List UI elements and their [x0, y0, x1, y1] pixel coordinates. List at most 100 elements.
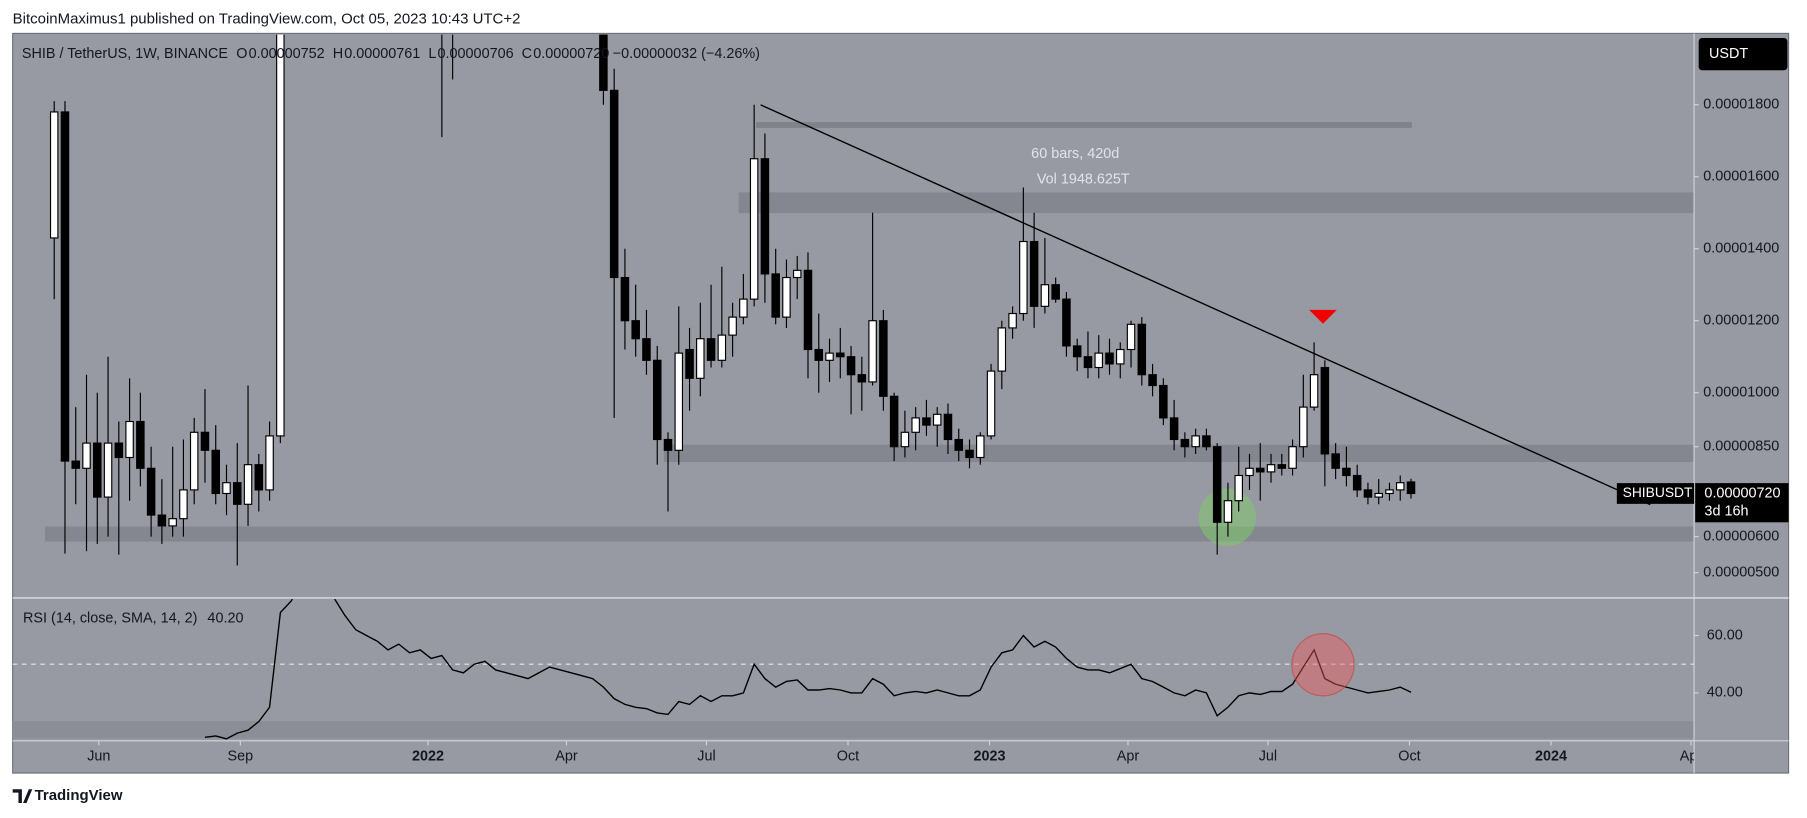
x-tick-label: 2024: [1535, 749, 1567, 765]
candle-body: [1309, 374, 1319, 408]
candle-body: [1051, 284, 1060, 300]
candle-body: [146, 467, 156, 516]
symbol-tag-label: SHIBUSDT: [1623, 484, 1693, 500]
rsi-tick-label: 40.00: [1707, 685, 1743, 701]
candle-body: [103, 442, 113, 498]
publisher-line: BitcoinMaximus1 published on TradingView…: [13, 11, 521, 28]
candle-body: [997, 327, 1007, 372]
candle-body: [739, 298, 748, 318]
candle-body: [868, 320, 877, 383]
candle-body: [1202, 435, 1211, 448]
candle-body: [71, 460, 81, 469]
measure-bars: 60 bars, 420d: [1031, 146, 1119, 162]
candle-body: [986, 370, 996, 437]
y-tick-label: 0.00000600: [1703, 528, 1779, 544]
candle-body: [1212, 446, 1222, 523]
x-tick-label: Sep: [228, 749, 254, 765]
candles: [49, 0, 1416, 566]
candle-body: [136, 420, 145, 469]
price-tag-label: 0.00000720: [1704, 485, 1780, 501]
candle-body: [243, 464, 253, 505]
candle-body: [1299, 406, 1308, 448]
logo-icon: [12, 789, 33, 804]
ohlc-key: H: [333, 46, 343, 62]
candle-body: [663, 438, 673, 451]
candle-body: [157, 514, 167, 527]
y-tick-label: 0.00001400: [1703, 241, 1779, 257]
trendline: [760, 104, 1651, 506]
candle-body: [792, 269, 802, 279]
x-tick-label: Apr: [555, 749, 578, 765]
candle-body: [1320, 366, 1330, 455]
candle-body: [1083, 356, 1093, 369]
candle-body: [1352, 474, 1362, 491]
candle-body: [1191, 435, 1200, 448]
measure-volume: Vol 1948.625T: [1037, 172, 1130, 188]
x-tick-label: Jul: [697, 749, 715, 765]
x-tick-label: 2023: [974, 749, 1006, 765]
ohlc-key: C: [522, 46, 532, 62]
candle-body: [932, 413, 942, 426]
candle-body: [222, 482, 231, 495]
candle-body: [60, 111, 70, 462]
candle-body: [771, 273, 780, 318]
candle-body: [857, 374, 867, 383]
ohlc-value: 0.00000706: [438, 46, 514, 62]
candle-body: [782, 276, 791, 318]
candle-body: [1223, 500, 1233, 523]
candle-body: [954, 438, 964, 451]
candle-body: [652, 359, 662, 441]
zone: [663, 444, 1695, 462]
candle-body: [1126, 323, 1136, 351]
rsi-line: [204, 599, 1412, 740]
y-tick-label: 0.00000850: [1703, 438, 1779, 454]
candle-body: [728, 316, 737, 336]
candle-body: [1116, 348, 1125, 365]
ohlc-value: 0.00000752: [249, 46, 325, 62]
last-price: SHIBUSDT 0.00000720 3d 16h: [1616, 483, 1789, 523]
candle-body: [1406, 481, 1416, 495]
candle-body: [911, 417, 920, 433]
candle-body: [1062, 298, 1071, 347]
zone: [738, 192, 1695, 214]
candle-body: [82, 442, 91, 469]
candle-body: [760, 158, 770, 275]
candle-body: [1363, 489, 1373, 498]
candle-body: [1277, 464, 1287, 469]
candle-body: [470, 0, 477, 4]
candle-body: [211, 449, 220, 495]
y-tick-label: 0.00000500: [1703, 564, 1779, 580]
candle-body: [168, 518, 177, 527]
ohlc-value: 0.00000761: [344, 46, 420, 62]
time-axis: Jun Sep 2022 Apr Jul Oct 2023 Apr Jul Oct 2024 Apr: [87, 740, 1694, 765]
ohlc-key: L: [428, 46, 436, 62]
candle-body: [1342, 467, 1351, 477]
candle-body: [1072, 345, 1082, 358]
candle-body: [1266, 464, 1276, 473]
candle-body: [922, 417, 931, 426]
currency-label[interactable]: USDT: [1709, 46, 1748, 62]
x-tick-label: Oct: [1398, 749, 1420, 765]
zone: [755, 122, 1412, 128]
candle-body: [1169, 417, 1179, 441]
candle-body: [189, 431, 199, 491]
candle-body: [276, 34, 285, 437]
candle-body: [1255, 467, 1265, 473]
candle-body: [943, 413, 953, 441]
candle-body: [1331, 453, 1340, 469]
ohlc-header: O 0.00000752 H 0.00000761 L 0.00000706 C 0.0000…: [236, 46, 760, 62]
candle-body: [900, 431, 910, 448]
candle-body: [254, 464, 264, 491]
candle-body: [1008, 312, 1017, 329]
symbol-tag: [1616, 483, 1695, 504]
candle-body: [1288, 446, 1297, 469]
change-value: −0.00000032 (−4.26%): [613, 46, 760, 62]
chart-frame: [12, 32, 1790, 774]
currency-button[interactable]: [1698, 38, 1788, 71]
candle-body: [803, 269, 813, 351]
candle-body: [749, 158, 759, 300]
symbol-title: SHIB / TetherUS, 1W, BINANCE: [22, 46, 228, 62]
candle-body: [976, 435, 985, 459]
ohlc-value: 0.00000720: [533, 46, 609, 62]
